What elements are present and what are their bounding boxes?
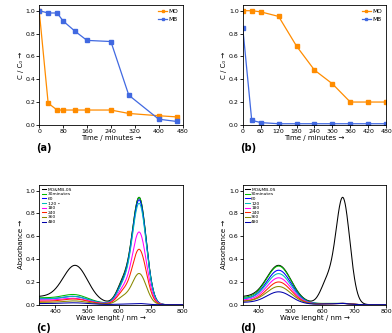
- MO: [294, 44, 299, 48]
- MO: [276, 14, 281, 18]
- MB: [61, 19, 65, 23]
- MB: [330, 122, 335, 126]
- MB: [249, 118, 254, 122]
- MO: [384, 100, 388, 104]
- MO: [240, 9, 245, 13]
- MO: [330, 82, 335, 86]
- MB: [174, 120, 179, 124]
- MB: [258, 121, 263, 125]
- Legend: MO&MB-0S, 30minutes, 60, 120, 180, 240, 360, 480: MO&MB-0S, 30minutes, 60, 120, 180, 240, …: [245, 187, 276, 224]
- Y-axis label: Absorbance →: Absorbance →: [18, 220, 24, 269]
- Line: MB: MB: [38, 9, 178, 123]
- MB: [384, 122, 388, 126]
- Legend: MO, MB: MO, MB: [361, 8, 383, 23]
- MO: [249, 9, 254, 13]
- X-axis label: Time / minutes →: Time / minutes →: [81, 136, 141, 142]
- X-axis label: Time / minutes →: Time / minutes →: [284, 136, 345, 142]
- Text: (a): (a): [36, 143, 52, 153]
- X-axis label: Wave lenght / nm →: Wave lenght / nm →: [279, 315, 349, 321]
- MO: [37, 9, 42, 13]
- Y-axis label: Absorbance →: Absorbance →: [221, 220, 227, 269]
- MO: [348, 100, 353, 104]
- MB: [37, 9, 42, 13]
- MO: [258, 10, 263, 14]
- Legend: MO, MB: MO, MB: [157, 8, 180, 23]
- Text: (c): (c): [36, 323, 51, 333]
- MO: [312, 68, 317, 72]
- Line: MB: MB: [241, 26, 388, 126]
- MB: [294, 122, 299, 126]
- MO: [109, 108, 113, 112]
- X-axis label: Wave lenght / nm →: Wave lenght / nm →: [76, 315, 146, 321]
- MO: [46, 101, 51, 105]
- MB: [55, 11, 60, 15]
- Y-axis label: C / C₀ →: C / C₀ →: [18, 51, 24, 79]
- MO: [366, 100, 370, 104]
- Legend: MO&MB-0S, 30minutes, 60, 120 •, 180, 240, 360, 480: MO&MB-0S, 30minutes, 60, 120 •, 180, 240…: [42, 187, 73, 224]
- Text: (b): (b): [240, 143, 256, 153]
- MB: [240, 26, 245, 30]
- MB: [156, 117, 161, 121]
- MO: [156, 114, 161, 118]
- MO: [127, 112, 131, 116]
- MB: [312, 122, 317, 126]
- MB: [46, 11, 51, 15]
- MB: [276, 122, 281, 126]
- MO: [73, 108, 77, 112]
- MO: [61, 108, 65, 112]
- MB: [348, 122, 353, 126]
- MB: [366, 122, 370, 126]
- Text: (d): (d): [240, 323, 256, 333]
- MB: [127, 93, 131, 97]
- Y-axis label: C / C₀ →: C / C₀ →: [221, 51, 227, 79]
- MB: [73, 29, 77, 33]
- MO: [55, 108, 60, 112]
- Line: MO: MO: [241, 9, 388, 104]
- MB: [85, 38, 89, 42]
- MO: [174, 115, 179, 119]
- MB: [109, 40, 113, 44]
- Line: MO: MO: [38, 9, 178, 119]
- MO: [85, 108, 89, 112]
